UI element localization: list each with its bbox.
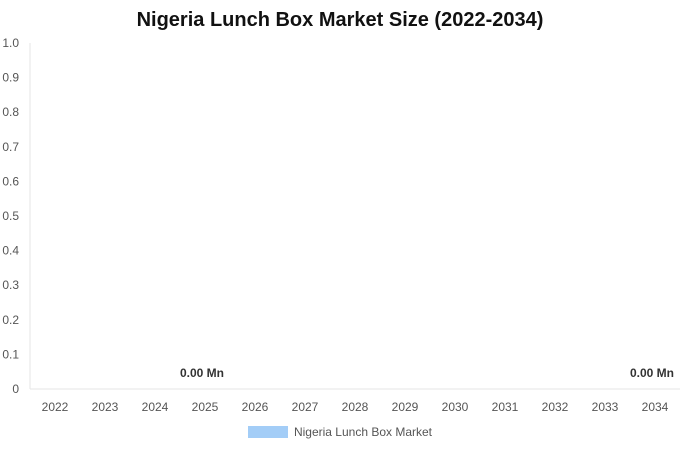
data-label: 0.00 Mn — [180, 366, 224, 380]
legend-label: Nigeria Lunch Box Market — [293, 425, 433, 439]
y-tick-label: 1.0 — [2, 36, 19, 50]
data-labels: 0.00 Mn 0.00 Mn — [180, 366, 674, 380]
x-tick-label: 2034 — [642, 400, 669, 414]
y-tick-label: 0.7 — [2, 140, 19, 154]
y-tick-label: 0.5 — [2, 209, 19, 223]
x-tick-label: 2030 — [442, 400, 469, 414]
x-tick-label: 2027 — [292, 400, 319, 414]
y-tick-label: 0.9 — [2, 71, 19, 85]
y-axis-ticks: 0 0.1 0.2 0.3 0.4 0.5 0.6 0.7 0.8 0.9 1.0 — [2, 36, 19, 396]
x-axis-ticks: 2022 2023 2024 2025 2026 2027 2028 2029 2030 2031… — [42, 400, 669, 414]
y-tick-label: 0.8 — [2, 105, 19, 119]
y-tick-label: 0.4 — [2, 244, 19, 258]
chart-title: Nigeria Lunch Box Market Size (2022-2034… — [136, 9, 544, 31]
data-label: 0.00 Mn — [630, 366, 674, 380]
x-tick-label: 2022 — [42, 400, 69, 414]
y-tick-label: 0.1 — [2, 347, 19, 361]
x-tick-label: 2023 — [92, 400, 119, 414]
y-tick-label: 0.3 — [2, 278, 19, 292]
axes — [29, 43, 680, 390]
x-tick-label: 2031 — [492, 400, 519, 414]
x-tick-label: 2025 — [192, 400, 219, 414]
x-tick-label: 2024 — [142, 400, 169, 414]
legend[interactable]: Nigeria Lunch Box Market — [0, 425, 680, 439]
y-tick-label: 0.6 — [2, 174, 19, 188]
x-tick-label: 2028 — [342, 400, 369, 414]
y-tick-label: 0.2 — [2, 313, 19, 327]
x-tick-label: 2032 — [542, 400, 569, 414]
y-tick-label: 0 — [12, 382, 19, 396]
x-tick-label: 2029 — [392, 400, 419, 414]
x-tick-label: 2033 — [592, 400, 619, 414]
x-tick-label: 2026 — [242, 400, 269, 414]
legend-swatch — [247, 426, 288, 438]
